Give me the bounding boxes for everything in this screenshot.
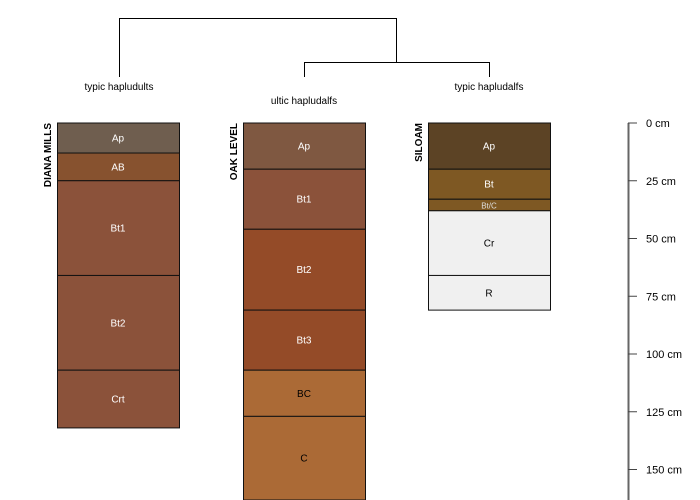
profile-name: SILOAM <box>414 123 425 162</box>
horizon <box>243 228 366 311</box>
horizon <box>243 415 366 500</box>
taxon-label: ultic hapludalfs <box>271 96 337 107</box>
horizon-label: Ap <box>112 134 125 145</box>
horizon-label: BC <box>297 389 311 400</box>
dendrogram <box>119 18 490 77</box>
axis-tick-label: 25 cm <box>646 176 676 188</box>
horizon-label: Bt3 <box>296 336 311 347</box>
axis-tick-label: 75 cm <box>646 291 676 303</box>
horizon-label: Bt/C <box>481 202 497 211</box>
horizon <box>57 369 180 429</box>
horizon-label: Ap <box>483 142 496 153</box>
dendrogram-sub-branch <box>304 62 490 77</box>
horizon <box>57 180 180 276</box>
horizon <box>57 152 180 182</box>
horizon-label: Ap <box>298 142 311 153</box>
soil-profile: SILOAM Ap Bt Bt/C Cr R <box>414 122 551 311</box>
axis-tick-label: 50 cm <box>646 234 676 246</box>
horizon <box>57 122 180 154</box>
dendrogram-root-branch <box>119 18 397 77</box>
horizon <box>428 122 551 170</box>
horizon-label: Bt1 <box>296 195 311 206</box>
profile-name: OAK LEVEL <box>229 123 240 180</box>
profiles: DIANA MILLS Ap AB Bt1 Bt2 Crt OAK LEVEL Ap Bt1 Bt… <box>43 122 551 500</box>
horizon-label: Bt2 <box>296 265 311 276</box>
taxon-label: typic hapludalfs <box>455 82 524 93</box>
profile-name: DIANA MILLS <box>43 123 54 187</box>
horizon-label: Bt2 <box>110 318 125 329</box>
horizon <box>428 210 551 276</box>
horizon-label: Bt1 <box>110 224 125 235</box>
horizon <box>428 274 551 311</box>
soil-profile: OAK LEVEL Ap Bt1 Bt2 Bt3 BC C <box>229 122 366 500</box>
horizon-label: R <box>485 288 492 299</box>
horizon-label: C <box>300 454 307 465</box>
horizon <box>243 369 366 417</box>
horizon-label: Bt <box>484 180 494 191</box>
taxon-label: typic hapludults <box>85 82 154 93</box>
horizon-label: AB <box>111 162 125 173</box>
horizon-label: Cr <box>484 239 495 250</box>
depth-axis: 0 cm 25 cm 50 cm 75 cm 100 cm 125 cm 150 cm <box>627 118 682 500</box>
axis-tick-label: 150 cm <box>646 465 682 477</box>
horizon-label: Crt <box>111 395 125 406</box>
horizon <box>243 122 366 170</box>
axis-tick-label: 0 cm <box>646 118 670 130</box>
soil-profile: DIANA MILLS Ap AB Bt1 Bt2 Crt <box>43 122 180 429</box>
axis-tick-label: 100 cm <box>646 349 682 361</box>
horizon <box>57 274 180 371</box>
axis-tick-label: 125 cm <box>646 407 682 419</box>
